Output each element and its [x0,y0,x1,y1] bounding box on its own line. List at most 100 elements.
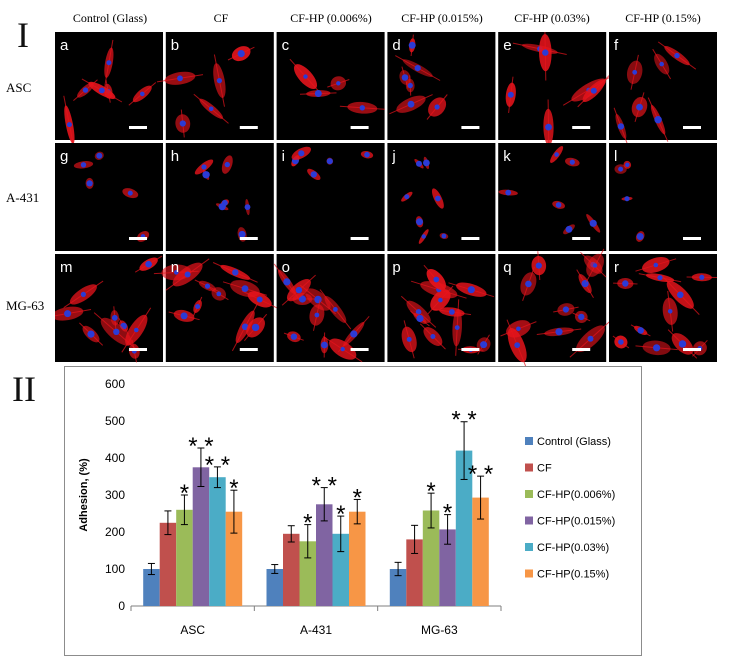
cell-nucleus [298,150,305,157]
bar [143,569,160,606]
scale-bar [129,126,147,129]
cell-nucleus [657,275,663,281]
row-header-a431: A-431 [6,190,40,205]
legend-label: CF-HP(0.006%) [537,489,615,501]
cell-nucleus [64,310,72,318]
bar [472,497,489,606]
cell-nucleus [140,91,145,97]
cell-nucleus [232,269,239,276]
significance-mark: * [426,478,435,505]
bar [159,522,177,607]
cell-nucleus [295,286,303,294]
column-header-control: Control (Glass) [72,11,148,25]
tile-letter: o [282,259,290,276]
tile-letter: k [503,148,511,165]
cell-nucleus [180,312,188,320]
column-header-cf-hp-0006: CF-HP (0.006%) [290,11,372,25]
significance-mark: * * [188,433,213,460]
cell-nucleus [578,313,585,321]
legend-swatch [525,516,533,525]
cell-nucleus [204,283,211,289]
cell-nucleus [333,307,338,312]
cell-nucleus [82,87,89,93]
panel-i-label: I [17,15,29,55]
cell-nucleus [416,160,422,167]
cell-nucleus [587,335,594,342]
cell-nucleus [438,297,443,303]
adhesion-chart-svg: 0 100 200 300 400 500 600 Adhesion, (%) ASC A-431… [78,377,615,637]
significance-mark: * [353,484,362,511]
cell-nucleus [359,105,365,111]
micrograph-tile: g [55,143,163,251]
significance-mark: * * [451,407,476,434]
cell-nucleus [454,325,460,330]
bar [439,529,456,606]
cell-nucleus [674,52,680,59]
tile-letter: f [614,37,619,54]
micrograph-tile: d [387,32,496,140]
column-header-cf-hp-003: CF-HP (0.03%) [514,11,590,25]
cell-nucleus [87,330,95,338]
cell-nucleus [218,203,226,211]
significance-mark: * * [468,461,493,488]
cell-nucleus [111,314,118,321]
tile-letter: l [614,148,617,165]
bar [389,569,407,606]
y-axis-title: Adhesion, (%) [78,458,90,532]
cell-nucleus [441,233,447,239]
cell-nucleus [80,162,87,168]
cell-nucleus [480,341,488,349]
cell-nucleus [251,323,260,332]
adhesion-chart: 0 100 200 300 400 500 600 Adhesion, (%) ASC A-431… [64,366,642,656]
scale-bar [572,237,591,240]
cell-nucleus [525,280,532,288]
significance-mark: * [180,480,189,507]
cell-nucleus [407,82,413,89]
tile-background [387,32,496,140]
micrograph-tile: p [387,254,496,362]
significance-mark: * * [205,452,230,479]
micrograph-tile: l [609,143,717,251]
cell-nucleus [290,333,298,340]
scale-bar [683,237,701,240]
cell-nucleus [678,340,687,348]
legend-label: CF-HP(0.015%) [537,516,615,528]
cell-nucleus [636,233,644,240]
scale-bar [461,348,480,351]
tile-letter: r [614,259,619,276]
tile-letter: a [60,37,69,54]
cell-nucleus [406,336,412,342]
bar [176,509,193,606]
micrograph-tile: e [498,32,615,155]
cell-nucleus [516,326,521,332]
bar [349,511,366,606]
column-header-cf: CF [213,11,229,25]
tile-letter: b [171,37,179,54]
micrograph-tile: m [55,254,163,363]
cell-nucleus [298,295,306,303]
cell-nucleus [350,330,358,338]
cell-nucleus [677,291,684,299]
cell-nucleus [66,122,72,128]
tile-letter: n [171,259,179,276]
cell-nucleus [507,91,514,98]
cell-nucleus [618,166,624,172]
cell-nucleus [314,90,322,97]
cell-nucleus [415,309,422,315]
cell-nucleus [134,327,139,333]
cell-nucleus [421,234,426,239]
cell-nucleus [565,225,573,233]
y-tick-label: 0 [118,599,125,613]
panel-ii-label: II [12,369,36,409]
cell-nucleus [430,334,436,339]
bar [422,510,440,606]
cell-nucleus [581,280,589,288]
scale-bar [572,348,591,351]
legend-label: Control (Glass) [537,436,611,448]
micrograph-tile: i [276,143,385,251]
tile-letter: d [392,37,400,54]
cell-nucleus [179,120,186,127]
cell-nucleus [555,328,563,336]
cell-nucleus [416,314,424,323]
bar [225,511,243,606]
